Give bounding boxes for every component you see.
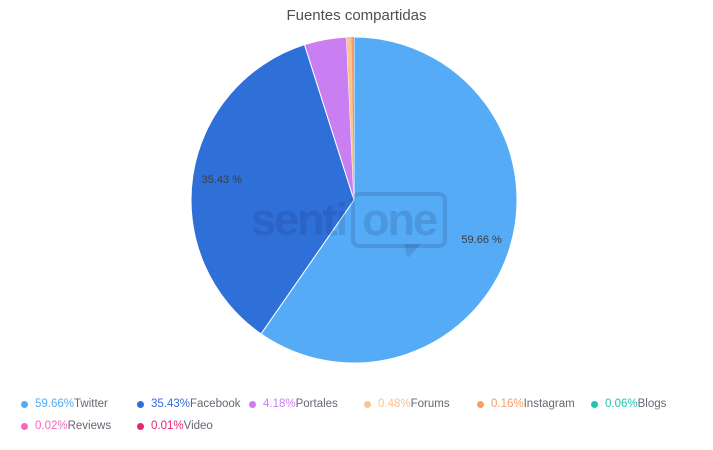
legend-dot-icon <box>364 400 371 408</box>
chart-title: Fuentes compartidas <box>286 7 427 24</box>
legend-item-video[interactable]: 0.01% Video <box>137 420 249 432</box>
legend-item-blogs[interactable]: 0.06% Blogs <box>591 398 666 410</box>
legend-item-instagram[interactable]: 0.16% Instagram <box>477 398 591 410</box>
legend-dot-icon <box>249 400 256 408</box>
pie-slice-instagram[interactable] <box>351 37 354 200</box>
legend-label: Portales <box>295 398 338 410</box>
pie-slice-twitter[interactable] <box>260 36 518 364</box>
legend-label: Blogs <box>637 398 667 410</box>
legend-dot-icon <box>21 400 28 408</box>
legend-label: Reviews <box>67 420 112 432</box>
legend-label: Video <box>183 420 213 432</box>
legend-percent: 0.01% <box>151 420 184 432</box>
legend-item-reviews[interactable]: 0.02% Reviews <box>21 420 137 432</box>
pie-slice-blogs[interactable] <box>353 36 354 200</box>
legend-label: Forums <box>410 398 450 410</box>
legend-dot-icon <box>591 400 598 408</box>
legend-dot-icon <box>137 422 144 430</box>
legend-percent: 0.06% <box>605 398 638 410</box>
legend-label: Instagram <box>523 398 575 410</box>
legend-dot-icon <box>477 400 484 408</box>
legend-item-facebook[interactable]: 35.43% Facebook <box>137 398 249 410</box>
legend-label: Facebook <box>190 398 241 410</box>
legend-percent: 59.66% <box>35 398 75 410</box>
legend-percent: 4.18% <box>263 398 296 410</box>
pie-slice-label-facebook: 35.43 % <box>202 174 243 186</box>
legend-dot-icon <box>137 400 144 408</box>
legend-label: Twitter <box>74 398 108 410</box>
legend-dot-icon <box>21 422 28 430</box>
pie-slice-portales[interactable] <box>303 36 355 201</box>
legend-percent: 35.43% <box>151 398 191 410</box>
pie-slice-facebook[interactable] <box>190 44 355 335</box>
pie-slice-label-twitter: 59.66 % <box>461 234 502 246</box>
legend-item-portales[interactable]: 4.18% Portales <box>249 398 364 410</box>
chart-legend: 59.66% Twitter 35.43% Facebook 4.18% Portales… <box>21 398 666 432</box>
legend-item-twitter[interactable]: 59.66% Twitter <box>21 398 137 410</box>
legend-percent: 0.02% <box>35 420 68 432</box>
legend-item-forums[interactable]: 0.48% Forums <box>364 398 477 410</box>
pie-slice-forums[interactable] <box>346 37 354 200</box>
legend-percent: 0.48% <box>378 398 411 410</box>
legend-percent: 0.16% <box>491 398 524 410</box>
